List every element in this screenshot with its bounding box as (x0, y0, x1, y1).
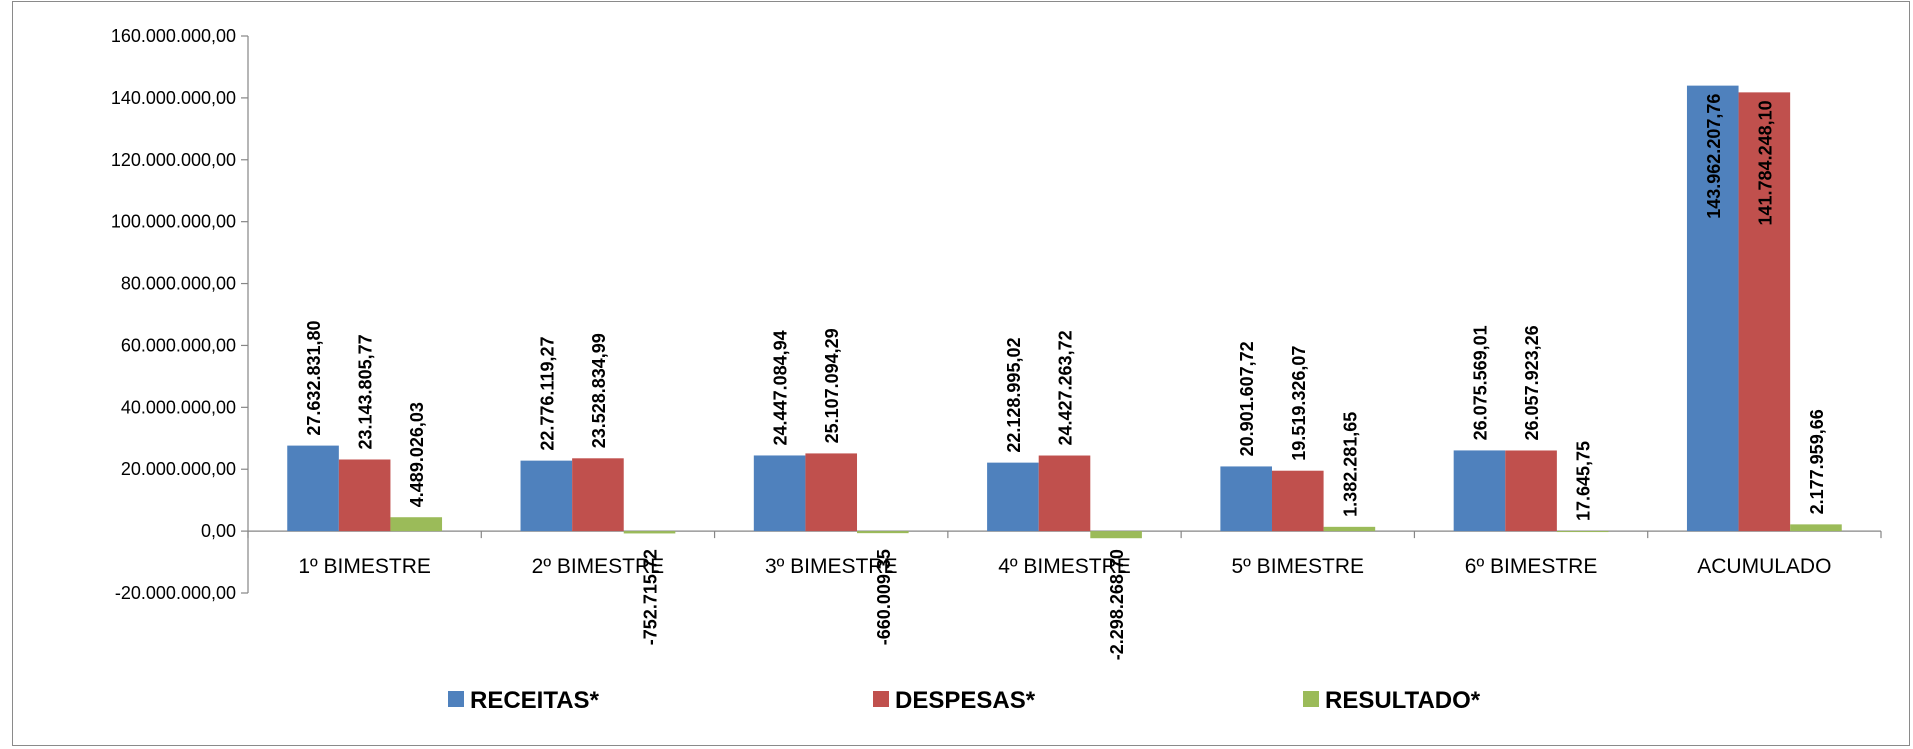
data-label: 141.784.248,10 (1755, 100, 1775, 225)
bar (520, 460, 573, 532)
legend-swatch (448, 691, 464, 707)
y-tick-label: 160.000.000,00 (111, 26, 236, 46)
bar (623, 531, 676, 534)
bar (1453, 450, 1506, 532)
data-label: -660.009,35 (874, 549, 894, 645)
data-label: 2.177.959,66 (1807, 409, 1827, 514)
category-label: 5º BIMESTRE (1232, 555, 1365, 578)
data-label: -752.715,72 (641, 549, 661, 645)
data-label: 24.447.084,94 (771, 330, 791, 445)
bar (287, 445, 339, 532)
bar (857, 531, 909, 534)
bar (1556, 531, 1609, 533)
data-label: 27.632.831,80 (304, 320, 324, 435)
data-label: 17.645,75 (1574, 441, 1594, 521)
bar (1271, 470, 1324, 532)
data-label: 23.528.834,99 (589, 333, 609, 448)
bar (338, 459, 391, 532)
bar (390, 517, 443, 532)
y-tick-label: 0,00 (201, 521, 236, 541)
category-label: 4º BIMESTRE (998, 555, 1131, 578)
data-label: 22.776.119,27 (537, 337, 557, 451)
data-labels: 27.632.831,80 22.776.119,27 24.447.084,94 2… (304, 94, 1827, 661)
chart-frame: -20.000.000,00 0,00 20.000.000,00 40.000.00… (12, 1, 1910, 746)
data-label: 23.143.805,77 (356, 334, 376, 449)
bar (1220, 466, 1272, 532)
bar (1790, 524, 1842, 532)
bar (1090, 531, 1142, 539)
category-label: 6º BIMESTRE (1465, 555, 1598, 578)
y-tick-label: -20.000.000,00 (115, 583, 236, 603)
data-label: 143.962.207,76 (1704, 94, 1724, 219)
bar (1323, 526, 1376, 532)
bar (572, 458, 624, 532)
bar (1505, 450, 1557, 532)
legend-label: RECEITAS* (470, 687, 600, 714)
y-tick-label: 20.000.000,00 (121, 459, 236, 479)
data-label: 1.382.281,65 (1340, 412, 1360, 517)
data-label: 25.107.094,29 (822, 328, 842, 443)
bars (287, 85, 1842, 539)
bar (1738, 92, 1791, 532)
bar (753, 455, 806, 532)
legend-swatch (1303, 691, 1319, 707)
data-label: 26.057.923,26 (1522, 325, 1542, 440)
data-label: 19.519.326,07 (1289, 346, 1309, 461)
legend: RECEITAS* DESPESAS* RESULTADO* (448, 687, 1481, 714)
y-tick-label: 60.000.000,00 (121, 335, 236, 355)
data-label: 4.489.026,03 (407, 402, 427, 507)
y-tick-label: 40.000.000,00 (121, 397, 236, 417)
bar (805, 453, 858, 532)
bar (987, 462, 1039, 532)
category-label: 3º BIMESTRE (765, 555, 898, 578)
category-label: ACUMULADO (1697, 555, 1831, 578)
category-label: 2º BIMESTRE (532, 555, 665, 578)
bar (1038, 455, 1091, 532)
y-tick-label: 140.000.000,00 (111, 88, 236, 108)
legend-label: DESPESAS* (895, 687, 1036, 714)
y-tick-label: 120.000.000,00 (111, 150, 236, 170)
y-tick-label: 100.000.000,00 (111, 212, 236, 232)
data-label: 20.901.607,72 (1237, 341, 1257, 456)
data-label: 22.128.995,02 (1004, 338, 1024, 453)
category-label: 1º BIMESTRE (298, 555, 431, 578)
data-label: -2.298.268,70 (1107, 549, 1127, 660)
legend-swatch (873, 691, 889, 707)
y-tick-label: 80.000.000,00 (121, 274, 236, 294)
data-label: 26.075.569,01 (1470, 325, 1490, 440)
bar (1686, 85, 1739, 532)
legend-label: RESULTADO* (1325, 687, 1481, 714)
bar-chart: -20.000.000,00 0,00 20.000.000,00 40.000.00… (111, 26, 1882, 714)
data-label: 24.427.263,72 (1056, 330, 1076, 445)
axes: -20.000.000,00 0,00 20.000.000,00 40.000.00… (111, 26, 1882, 603)
